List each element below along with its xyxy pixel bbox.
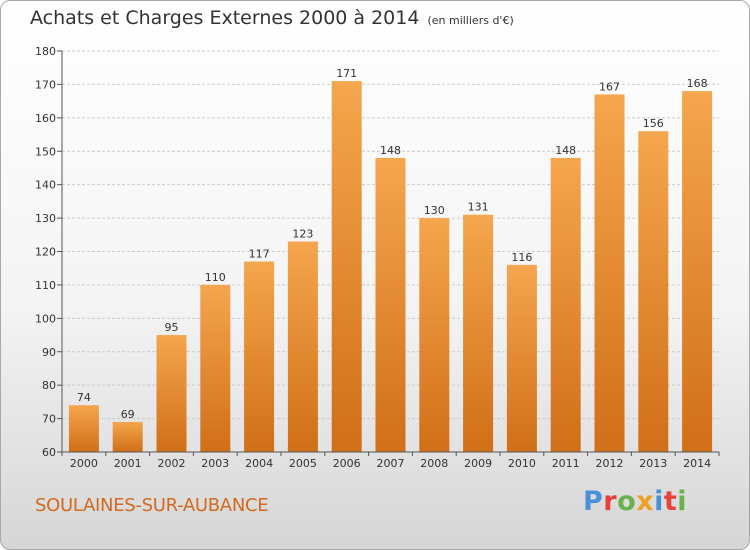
bars [68,81,713,453]
x-tick-label: 2012 [596,457,624,470]
x-tick-label: 2014 [683,457,711,470]
bar [287,241,318,452]
logo-letter: i [654,486,664,517]
bar [112,421,143,452]
proxiti-logo: Proxiti [583,486,687,517]
y-tick-label: 130 [35,212,56,225]
y-tick-label: 180 [35,45,56,58]
chart-unit: (en milliers d'€) [427,14,514,27]
x-tick-label: 2006 [333,457,361,470]
logo-letter: r [603,486,618,517]
x-tick-label: 2003 [201,457,229,470]
x-tick-label: 2001 [114,457,142,470]
data-label: 131 [468,201,489,214]
y-tick-label: 150 [35,145,56,158]
chart-title: Achats et Charges Externes 2000 à 2014 (e… [30,7,514,29]
commune-name: SOULAINES-SUR-AUBANCE [35,495,269,516]
bar [331,81,362,452]
y-tick-label: 90 [42,346,56,359]
data-label: 116 [511,251,532,264]
x-tick-label: 2000 [70,457,98,470]
data-label: 117 [249,248,270,261]
x-tick-label: 2004 [245,457,273,470]
logo-letter: x [636,486,655,517]
x-tick-label: 2002 [158,457,186,470]
data-label: 156 [643,117,664,130]
bar [638,131,669,452]
data-label: 168 [687,77,708,90]
data-label: 110 [205,271,226,284]
y-tick-label: 170 [35,78,56,91]
y-tick-label: 80 [42,379,56,392]
bar [463,214,494,452]
bar [200,284,231,452]
x-tick-label: 2007 [377,457,405,470]
data-label: 171 [336,67,357,80]
y-tick-label: 160 [35,112,56,125]
y-tick-label: 120 [35,246,56,259]
data-label: 148 [380,144,401,157]
y-tick-label: 100 [35,312,56,325]
y-tick-label: 140 [35,179,56,192]
x-tick-label: 2009 [464,457,492,470]
data-label: 74 [77,391,91,404]
bar [419,218,450,452]
logo-letter: o [617,486,637,517]
y-tick-label: 60 [42,446,56,459]
data-label: 69 [121,408,135,421]
data-label: 167 [599,80,620,93]
bar [594,94,625,453]
axes [57,50,720,456]
data-label: 148 [555,144,576,157]
bar [244,261,275,452]
labels: 60 70 80 90 100 110 120 130 140 150 160 170 180 74 200… [35,45,711,470]
bar [682,91,713,452]
bar [68,405,99,452]
logo-letter: P [583,486,604,517]
x-tick-label: 2005 [289,457,317,470]
bar [550,157,581,452]
data-label: 123 [292,227,313,240]
data-label: 130 [424,204,445,217]
x-tick-label: 2008 [420,457,448,470]
logo-letter: t [663,486,678,517]
y-tick-label: 110 [35,279,56,292]
x-tick-label: 2010 [508,457,536,470]
data-label: 95 [165,321,179,334]
chart-title-text: Achats et Charges Externes 2000 à 2014 [30,7,420,29]
x-tick-label: 2011 [552,457,580,470]
y-tick-label: 70 [42,413,56,426]
bar [506,264,537,452]
bar [156,335,187,452]
logo-letter: i [677,486,688,517]
bar [375,157,406,452]
x-tick-label: 2013 [639,457,667,470]
